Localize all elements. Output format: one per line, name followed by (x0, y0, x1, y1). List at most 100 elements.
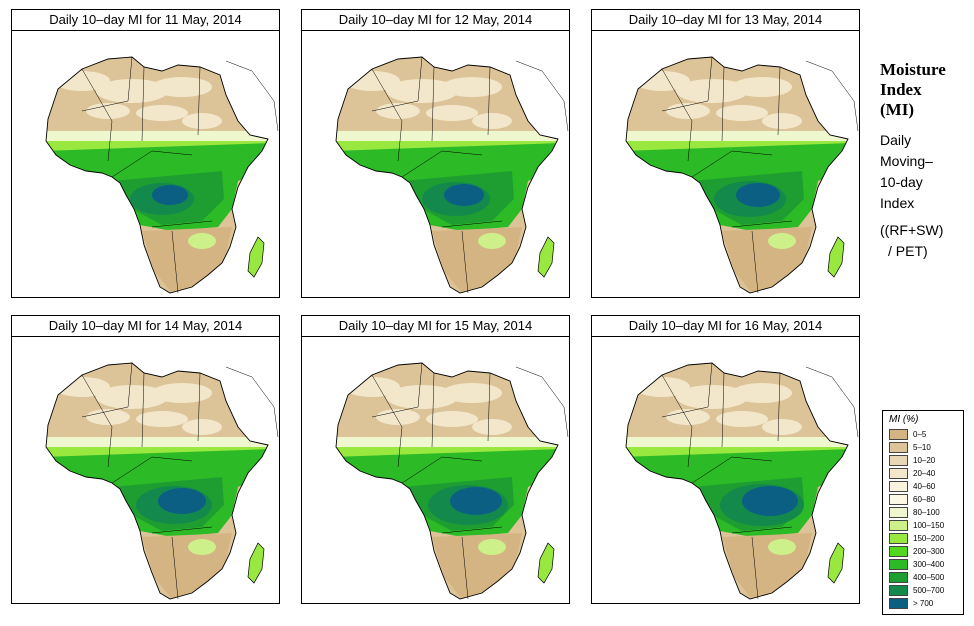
legend-item: 300–400 (889, 559, 961, 570)
africa-map (591, 336, 860, 604)
coastline (45, 56, 269, 294)
desc-line: Index (880, 195, 915, 211)
country-border (487, 372, 491, 442)
map-panel-1: Daily 10–day MI for 11 May, 2014 (11, 9, 280, 299)
country-border (461, 536, 469, 600)
title-line: (MI) (880, 100, 914, 119)
country-border (691, 456, 773, 484)
legend-label: 0–5 (913, 430, 927, 439)
panel-title: Daily 10–day MI for 11 May, 2014 (11, 9, 280, 31)
coastline (335, 362, 559, 600)
country-border (141, 66, 145, 142)
country-border (171, 536, 179, 600)
formula-line: / PET) (888, 243, 928, 259)
legend-swatch (889, 494, 908, 505)
country-border (431, 372, 435, 448)
legend-label: 500–700 (913, 586, 945, 595)
country-border (171, 230, 179, 294)
country-border (751, 536, 759, 600)
country-border (81, 56, 133, 112)
map-panel-6: Daily 10–day MI for 16 May, 2014 (591, 315, 860, 605)
map-svg (625, 362, 859, 600)
africa-map (591, 30, 860, 298)
arabia-coast (515, 60, 569, 132)
legend: MI (%) 0–5 5–10 10–20 20–40 40–60 60–80 80–100… (882, 410, 964, 615)
legend-swatch (889, 572, 908, 583)
legend-item: 200–300 (889, 546, 961, 557)
moisture-field (336, 57, 558, 293)
legend-title: MI (%) (889, 414, 919, 425)
legend-swatch (889, 520, 908, 531)
country-border (371, 68, 403, 162)
moisture-field (626, 363, 848, 599)
moisture-field (336, 363, 558, 599)
panel-title: Daily 10–day MI for 14 May, 2014 (11, 315, 280, 337)
country-border (661, 56, 713, 112)
country-border (371, 56, 423, 112)
desc-line: Daily (880, 132, 912, 148)
country-border (151, 526, 213, 534)
coastline (335, 56, 559, 294)
country-border (371, 374, 403, 468)
map-svg (625, 56, 859, 294)
legend-label: 20–40 (913, 469, 936, 478)
moisture-field (626, 57, 848, 293)
legend-item: 150–200 (889, 533, 961, 544)
country-border (691, 150, 773, 178)
panel-title: Daily 10–day MI for 15 May, 2014 (301, 315, 570, 337)
coastline (625, 362, 849, 600)
legend-swatch (889, 442, 908, 453)
panel-title: Daily 10–day MI for 16 May, 2014 (591, 315, 860, 337)
map-panel-5: Daily 10–day MI for 15 May, 2014 (301, 315, 570, 605)
arabia-coast (805, 60, 859, 132)
madagascar (537, 542, 555, 584)
moisture-field (46, 363, 268, 599)
legend-swatch (889, 468, 908, 479)
legend-label: 80–100 (913, 508, 940, 517)
legend-swatch (889, 507, 908, 518)
country-border (721, 66, 725, 142)
africa-map (11, 30, 280, 298)
legend-item: 60–80 (889, 494, 961, 505)
country-border (431, 66, 435, 142)
country-border (441, 220, 503, 228)
legend-label: 150–200 (913, 534, 945, 543)
index-description: Daily Moving– 10-day Index (880, 130, 974, 214)
legend-label: 40–60 (913, 482, 936, 491)
legend-swatch (889, 533, 908, 544)
map-svg (335, 56, 569, 294)
legend-item: 40–60 (889, 481, 961, 492)
country-border (111, 150, 193, 178)
legend-swatch (889, 559, 908, 570)
legend-item: > 700 (889, 598, 961, 609)
country-border (731, 526, 793, 534)
country-border (487, 66, 491, 136)
legend-swatch (889, 585, 908, 596)
madagascar (827, 236, 845, 278)
country-border (661, 362, 713, 418)
country-border (441, 526, 503, 534)
title-line: Moisture (880, 60, 946, 79)
country-border (661, 374, 693, 468)
country-border (721, 372, 725, 448)
country-border (141, 372, 145, 448)
legend-item: 500–700 (889, 585, 961, 596)
country-border (81, 362, 133, 418)
country-border (371, 362, 423, 418)
country-border (151, 220, 213, 228)
country-border (661, 68, 693, 162)
country-border (197, 372, 201, 442)
country-border (401, 150, 483, 178)
legend-label: 300–400 (913, 560, 945, 569)
africa-map (301, 30, 570, 298)
legend-swatch (889, 429, 908, 440)
country-border (81, 68, 113, 162)
map-panel-4: Daily 10–day MI for 14 May, 2014 (11, 315, 280, 605)
index-title: Moisture Index (MI) (880, 60, 970, 120)
map-svg (45, 362, 279, 600)
country-border (461, 230, 469, 294)
map-panel-2: Daily 10–day MI for 12 May, 2014 (301, 9, 570, 299)
country-border (731, 220, 793, 228)
desc-line: 10-day (880, 174, 923, 190)
arabia-coast (225, 366, 279, 438)
